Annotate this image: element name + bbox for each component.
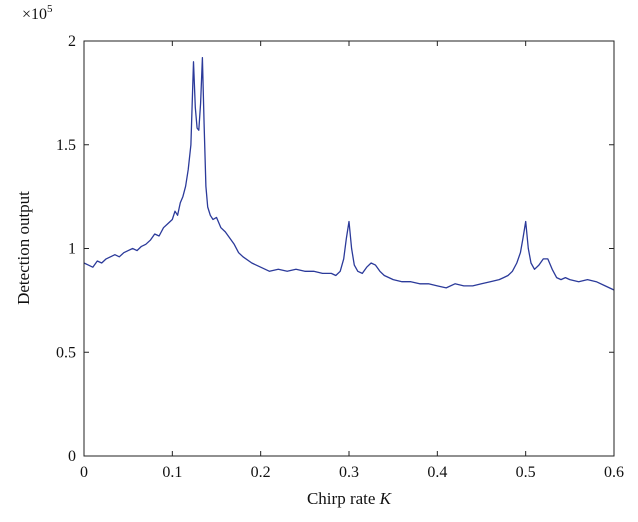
- y-axis-label: Detection output: [14, 191, 33, 305]
- x-tick-label: 0.3: [339, 464, 359, 481]
- x-tick-label: 0.5: [516, 464, 536, 481]
- y-tick-label: 1.5: [56, 137, 76, 154]
- y-tick-label: 0: [68, 448, 76, 465]
- x-tick-label: 0: [80, 464, 88, 481]
- y-multiplier-base: ×10: [22, 6, 47, 23]
- y-tick-label: 2: [68, 33, 76, 50]
- series-line: [83, 56, 615, 291]
- plot-area: [83, 56, 615, 291]
- x-tick-label: 0.6: [604, 464, 624, 481]
- x-tick-label: 0.2: [251, 464, 271, 481]
- plot-frame: [83, 40, 615, 457]
- y-multiplier: ×105: [22, 3, 53, 23]
- y-tick-label: 0.5: [56, 344, 76, 361]
- x-tick-label: 0.4: [427, 464, 447, 481]
- x-axis-label-text: Chirp rate: [307, 489, 375, 508]
- y-multiplier-exponent: 5: [47, 3, 53, 15]
- x-tick-label: 0.1: [162, 464, 182, 481]
- x-axis-label-symbol: K: [379, 489, 393, 508]
- y-tick-label: 1: [68, 241, 76, 258]
- x-axis-label: Chirp rate K: [307, 489, 393, 508]
